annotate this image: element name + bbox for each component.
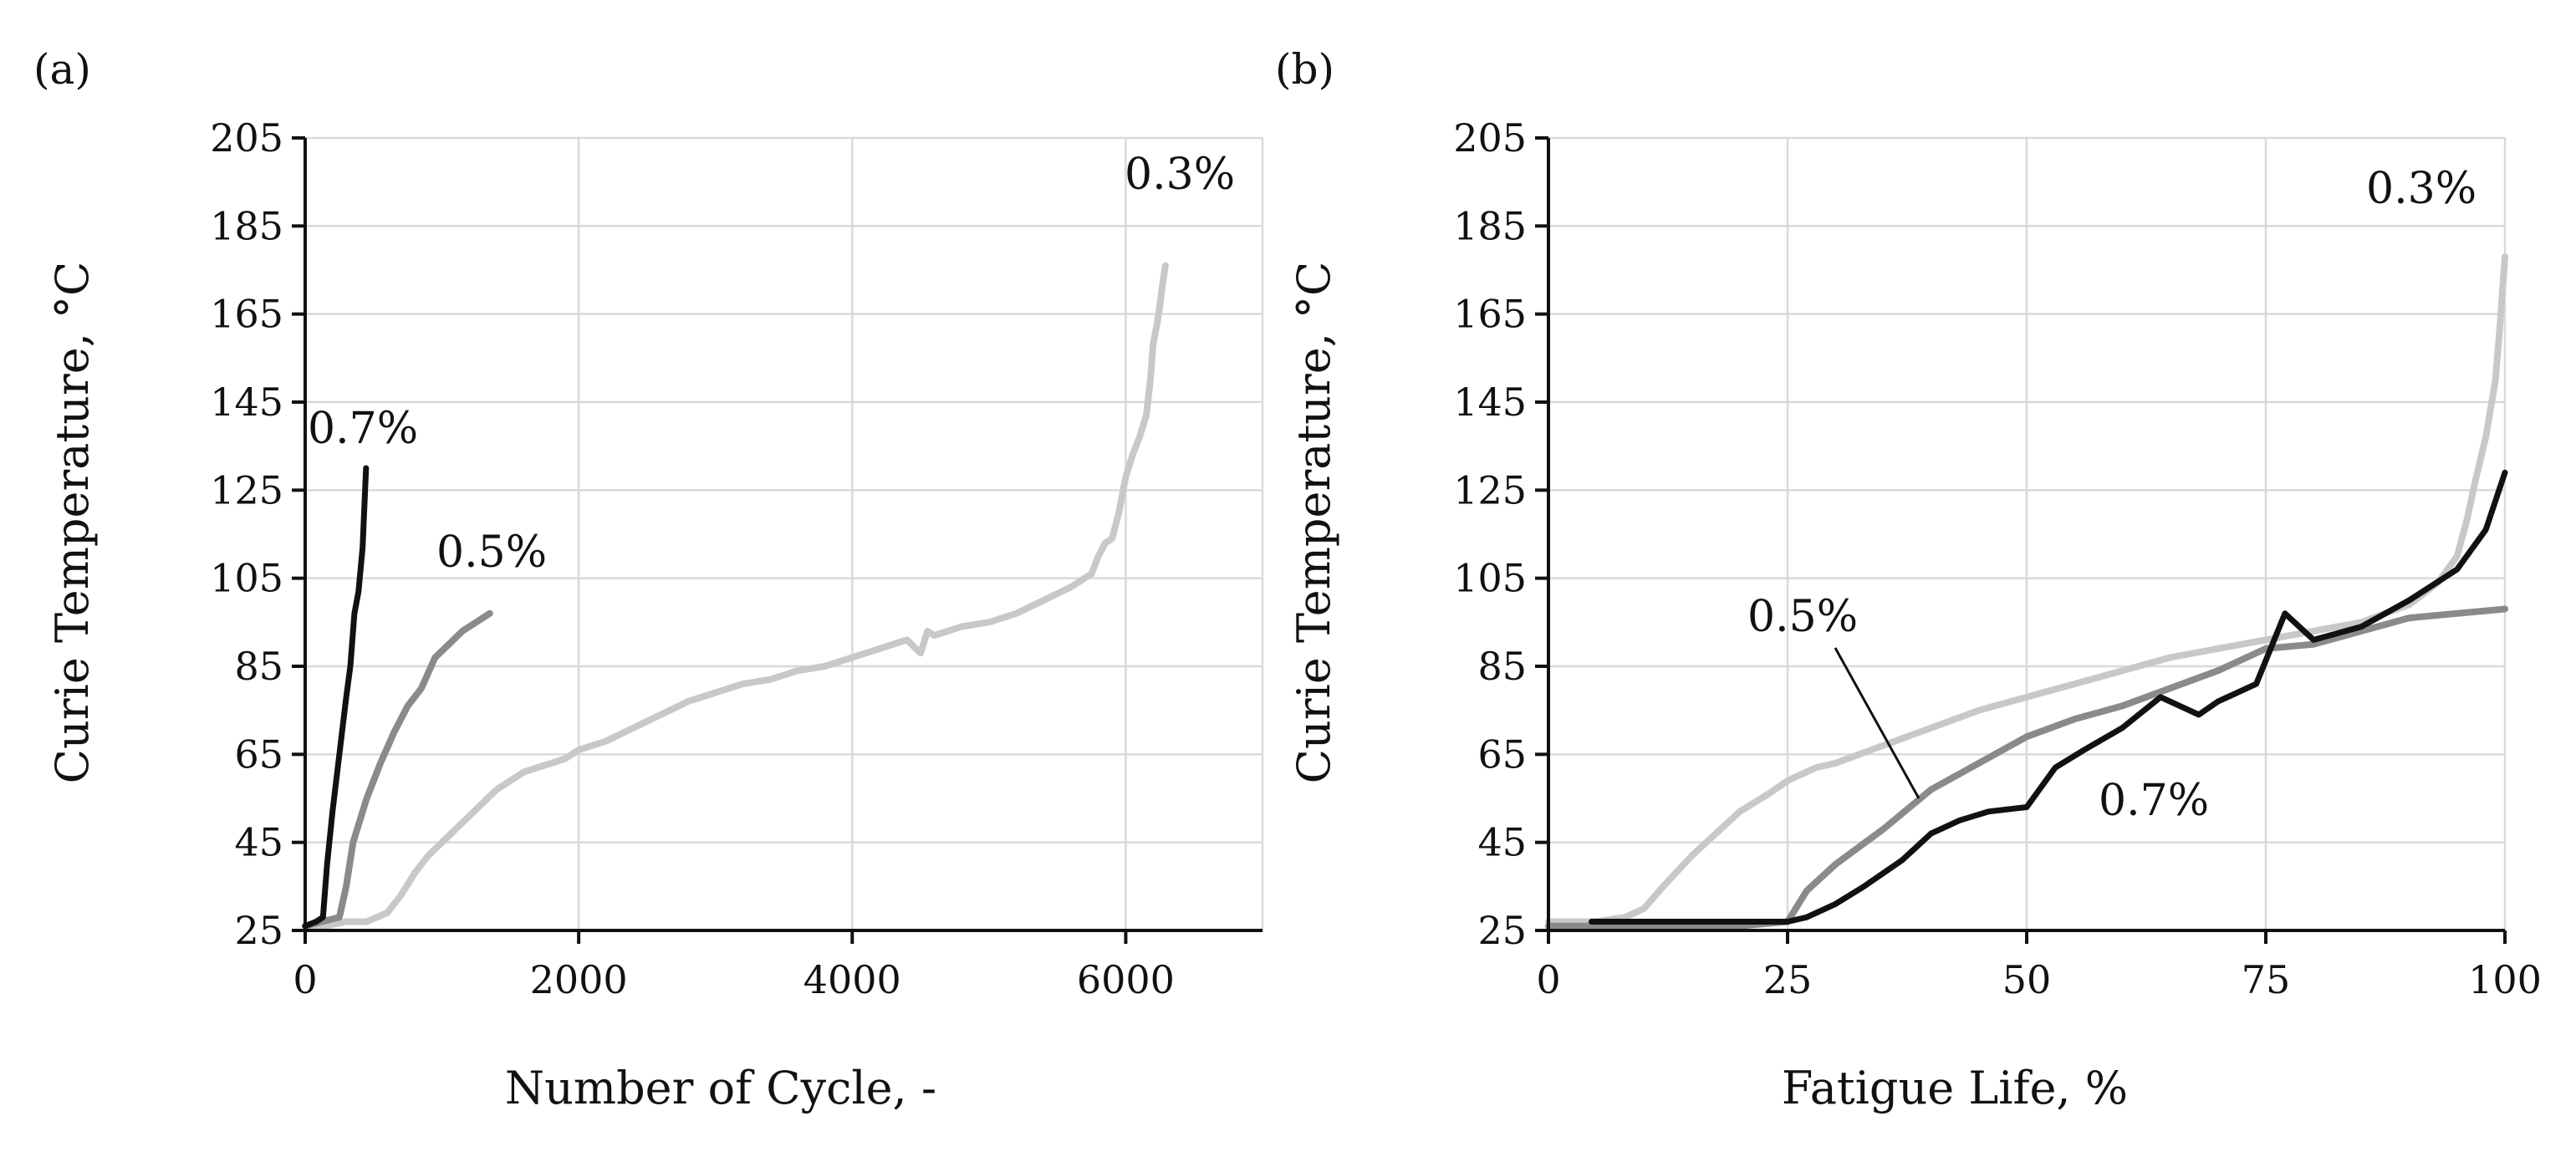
panel-a-label-0.3: 0.3%: [1125, 150, 1235, 200]
panel-b-label: (b): [1275, 45, 1334, 94]
panel-a-y-tick-labels: 25 45 65 85 105 125 145 165 185 205: [210, 115, 283, 953]
y-tick-label: 125: [1453, 467, 1527, 512]
panel-b-gridlines: [1548, 136, 2507, 930]
y-tick-label: 65: [1477, 731, 1527, 777]
series-line-0.7%: [302, 465, 370, 930]
x-tick-label: 25: [1763, 957, 1813, 1002]
x-tick-label: 100: [2468, 957, 2542, 1002]
y-tick-label: 205: [210, 115, 283, 161]
panel-a-x-tick-labels: 0 2000 4000 6000: [293, 957, 1175, 1002]
x-tick-label: 75: [2242, 957, 2291, 1002]
y-tick-label: 105: [210, 556, 283, 601]
panel-a-label: (a): [33, 45, 91, 94]
series-line-0.3%: [302, 262, 1169, 930]
y-tick-label: 185: [210, 203, 283, 248]
y-tick-label: 165: [1453, 292, 1527, 337]
panel-b-label-0.3: 0.3%: [2366, 164, 2477, 214]
y-tick-label: 65: [234, 731, 283, 777]
panel-a: (a) 25 45 65 85 105 125 145 165 185 205 0 2000 4000…: [33, 45, 1264, 1114]
panel-b-y-tick-labels: 25 45 65 85 105 125 145 165 185 205: [1453, 115, 1527, 953]
panel-b-x-axis-title: Fatigue Life, %: [1782, 1062, 2128, 1114]
series-line-0.5%: [302, 609, 493, 930]
panel-b-label-0.7: 0.7%: [2099, 776, 2209, 826]
x-tick-label: 50: [2002, 957, 2052, 1002]
x-tick-label: 4000: [803, 957, 901, 1002]
y-tick-label: 25: [234, 908, 283, 953]
series-line-0.3%: [1545, 253, 2508, 925]
y-tick-label: 165: [210, 292, 283, 337]
x-tick-label: 0: [1536, 957, 1560, 1002]
panel-a-y-axis-title: Curie Temperature, °C: [46, 262, 99, 784]
panel-b-y-axis-title: Curie Temperature, °C: [1288, 262, 1340, 784]
y-tick-label: 45: [1477, 820, 1527, 865]
x-tick-label: 0: [293, 957, 317, 1002]
panel-a-series: [302, 262, 1169, 930]
panel-b-x-tick-labels: 0 25 50 75 100: [1536, 957, 2542, 1002]
panel-a-x-axis-title: Number of Cycle, -: [505, 1062, 936, 1114]
y-tick-label: 85: [234, 644, 283, 689]
y-tick-label: 145: [1453, 380, 1527, 425]
panel-a-axes: [292, 136, 1262, 944]
y-tick-label: 45: [234, 820, 283, 865]
panel-b-series: [1545, 253, 2508, 930]
panel-b-label-0.5-leader: [1834, 647, 1921, 799]
series-line-0.5%: [1545, 605, 2508, 930]
x-tick-label: 6000: [1077, 957, 1175, 1002]
panel-a-gridlines: [305, 136, 1264, 930]
panel-b-label-0.5: 0.5%: [1747, 592, 1858, 642]
y-tick-label: 205: [1453, 115, 1527, 161]
y-tick-label: 125: [210, 467, 283, 512]
y-tick-label: 105: [1453, 556, 1527, 601]
series-line-0.7%: [1589, 469, 2508, 925]
panel-b-axes: [1535, 136, 2507, 944]
y-tick-label: 85: [1477, 644, 1527, 689]
panel-a-label-0.7: 0.7%: [308, 404, 418, 454]
y-tick-label: 25: [1477, 908, 1527, 953]
y-tick-label: 185: [1453, 203, 1527, 248]
y-tick-label: 145: [210, 380, 283, 425]
panel-a-label-0.5: 0.5%: [436, 528, 547, 578]
x-tick-label: 2000: [530, 957, 628, 1002]
